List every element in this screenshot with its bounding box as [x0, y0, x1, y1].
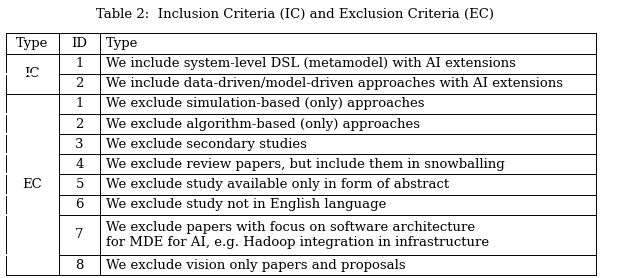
Text: EC: EC — [22, 178, 42, 191]
Text: We include data-driven/model-driven approaches with AI extensions: We include data-driven/model-driven appr… — [106, 77, 563, 90]
Text: 6: 6 — [76, 198, 84, 211]
Text: We exclude algorithm-based (only) approaches: We exclude algorithm-based (only) approa… — [106, 118, 420, 131]
Text: 1: 1 — [76, 57, 84, 70]
Text: We exclude study not in English language: We exclude study not in English language — [106, 198, 387, 211]
Text: We exclude review papers, but include them in snowballing: We exclude review papers, but include th… — [106, 158, 505, 171]
Text: 8: 8 — [76, 259, 84, 272]
Text: We exclude papers with focus on software architecture
for MDE for AI, e.g. Hadoo: We exclude papers with focus on software… — [106, 221, 489, 249]
Text: 4: 4 — [76, 158, 84, 171]
Text: We include system-level DSL (metamodel) with AI extensions: We include system-level DSL (metamodel) … — [106, 57, 516, 70]
Text: 2: 2 — [76, 118, 84, 131]
Text: Type: Type — [106, 37, 138, 50]
Text: 2: 2 — [76, 77, 84, 90]
Text: 5: 5 — [76, 178, 84, 191]
Text: We exclude study available only in form of abstract: We exclude study available only in form … — [106, 178, 449, 191]
Text: ID: ID — [72, 37, 88, 50]
Text: Type: Type — [16, 37, 49, 50]
Text: 3: 3 — [76, 138, 84, 151]
Text: We exclude secondary studies: We exclude secondary studies — [106, 138, 307, 151]
Text: Table 2:  Inclusion Criteria (IC) and Exclusion Criteria (EC): Table 2: Inclusion Criteria (IC) and Exc… — [96, 8, 494, 21]
Text: 1: 1 — [76, 97, 84, 110]
Text: 7: 7 — [76, 229, 84, 241]
Text: We exclude simulation-based (only) approaches: We exclude simulation-based (only) appro… — [106, 97, 425, 110]
Text: We exclude vision only papers and proposals: We exclude vision only papers and propos… — [106, 259, 406, 272]
Text: IC: IC — [25, 67, 40, 80]
